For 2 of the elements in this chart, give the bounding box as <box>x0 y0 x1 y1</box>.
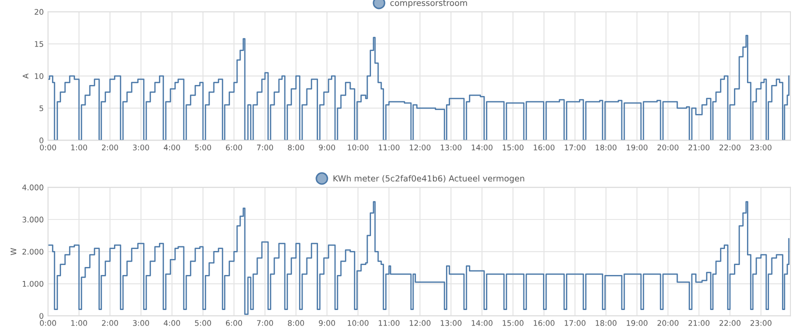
legend-label: compressorstroom <box>390 0 467 8</box>
legend-label: KWh meter (5c2faf0e41b6) Actueel vermogen <box>334 175 524 184</box>
